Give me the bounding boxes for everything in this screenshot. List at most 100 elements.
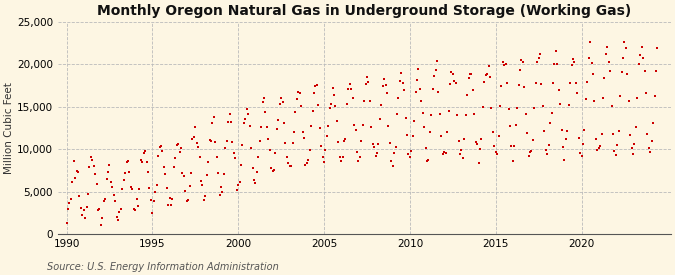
Point — [319, 160, 329, 164]
Point — [84, 165, 95, 169]
Point — [477, 105, 488, 109]
Point — [142, 170, 153, 175]
Point — [404, 155, 415, 159]
Point — [615, 94, 626, 99]
Point — [294, 91, 305, 95]
Point — [292, 97, 302, 101]
Point — [562, 129, 572, 133]
Point — [603, 59, 614, 64]
Point — [204, 138, 215, 143]
Point — [342, 102, 352, 106]
Point — [362, 75, 373, 79]
Point — [381, 91, 392, 95]
Point — [529, 106, 540, 111]
Point — [436, 134, 447, 138]
Y-axis label: Million Cubic Feet: Million Cubic Feet — [4, 82, 14, 174]
Point — [499, 63, 510, 67]
Point — [256, 125, 267, 130]
Point — [454, 152, 465, 156]
Point — [495, 104, 506, 108]
Point — [78, 208, 89, 213]
Point — [552, 61, 563, 66]
Point — [333, 139, 344, 144]
Point — [206, 139, 217, 144]
Point — [159, 164, 169, 169]
Point — [329, 93, 340, 97]
Point — [323, 124, 333, 128]
Point — [574, 151, 585, 155]
Point — [616, 70, 627, 75]
Point — [475, 147, 485, 151]
Point — [399, 88, 410, 93]
Point — [343, 87, 354, 91]
Point — [589, 99, 600, 103]
Point — [61, 220, 72, 225]
Point — [532, 60, 543, 64]
Point — [311, 83, 322, 87]
Point — [376, 103, 387, 107]
Point — [214, 192, 225, 197]
Point — [155, 144, 166, 149]
Point — [232, 188, 242, 192]
Point — [490, 150, 501, 154]
Point — [398, 81, 408, 85]
Point — [119, 171, 130, 176]
Point — [487, 130, 498, 134]
Point — [481, 73, 491, 77]
Point — [178, 174, 189, 178]
Point — [251, 170, 262, 174]
Point — [407, 134, 418, 138]
Point — [67, 180, 78, 184]
Point — [265, 148, 275, 153]
Point — [217, 190, 228, 194]
Point — [133, 204, 144, 208]
Point — [141, 160, 152, 165]
Point — [509, 144, 520, 148]
Point — [560, 137, 571, 141]
Point — [620, 46, 631, 50]
Point — [153, 153, 163, 158]
Point — [70, 176, 80, 180]
Point — [317, 155, 328, 159]
Point — [77, 213, 88, 217]
Point — [137, 160, 148, 164]
Point — [136, 158, 146, 163]
Point — [183, 198, 194, 202]
Point — [307, 109, 318, 113]
Point — [308, 90, 319, 95]
Point — [164, 196, 175, 200]
Point — [171, 143, 182, 147]
Point — [396, 71, 407, 76]
Point — [219, 172, 230, 176]
Point — [154, 145, 165, 149]
Point — [286, 164, 296, 168]
Point — [383, 123, 394, 128]
Point — [273, 117, 284, 122]
Point — [639, 69, 650, 74]
Point — [443, 109, 454, 114]
Point — [360, 82, 371, 87]
Point — [260, 110, 271, 114]
Point — [369, 144, 379, 149]
Point — [364, 99, 375, 103]
Point — [126, 185, 136, 189]
Point — [473, 161, 484, 165]
Point — [182, 199, 192, 203]
Point — [425, 130, 435, 134]
Point — [606, 104, 617, 108]
Point — [144, 186, 155, 190]
Point — [213, 170, 223, 175]
Point — [92, 208, 103, 212]
Point — [493, 134, 504, 138]
Point — [625, 133, 636, 137]
Point — [151, 183, 162, 187]
Point — [638, 56, 649, 61]
Point — [165, 203, 176, 208]
Point — [586, 60, 597, 65]
Point — [479, 80, 489, 85]
Point — [87, 158, 98, 162]
Point — [409, 119, 420, 123]
Point — [221, 139, 232, 143]
Point — [244, 124, 255, 129]
Point — [505, 124, 516, 128]
